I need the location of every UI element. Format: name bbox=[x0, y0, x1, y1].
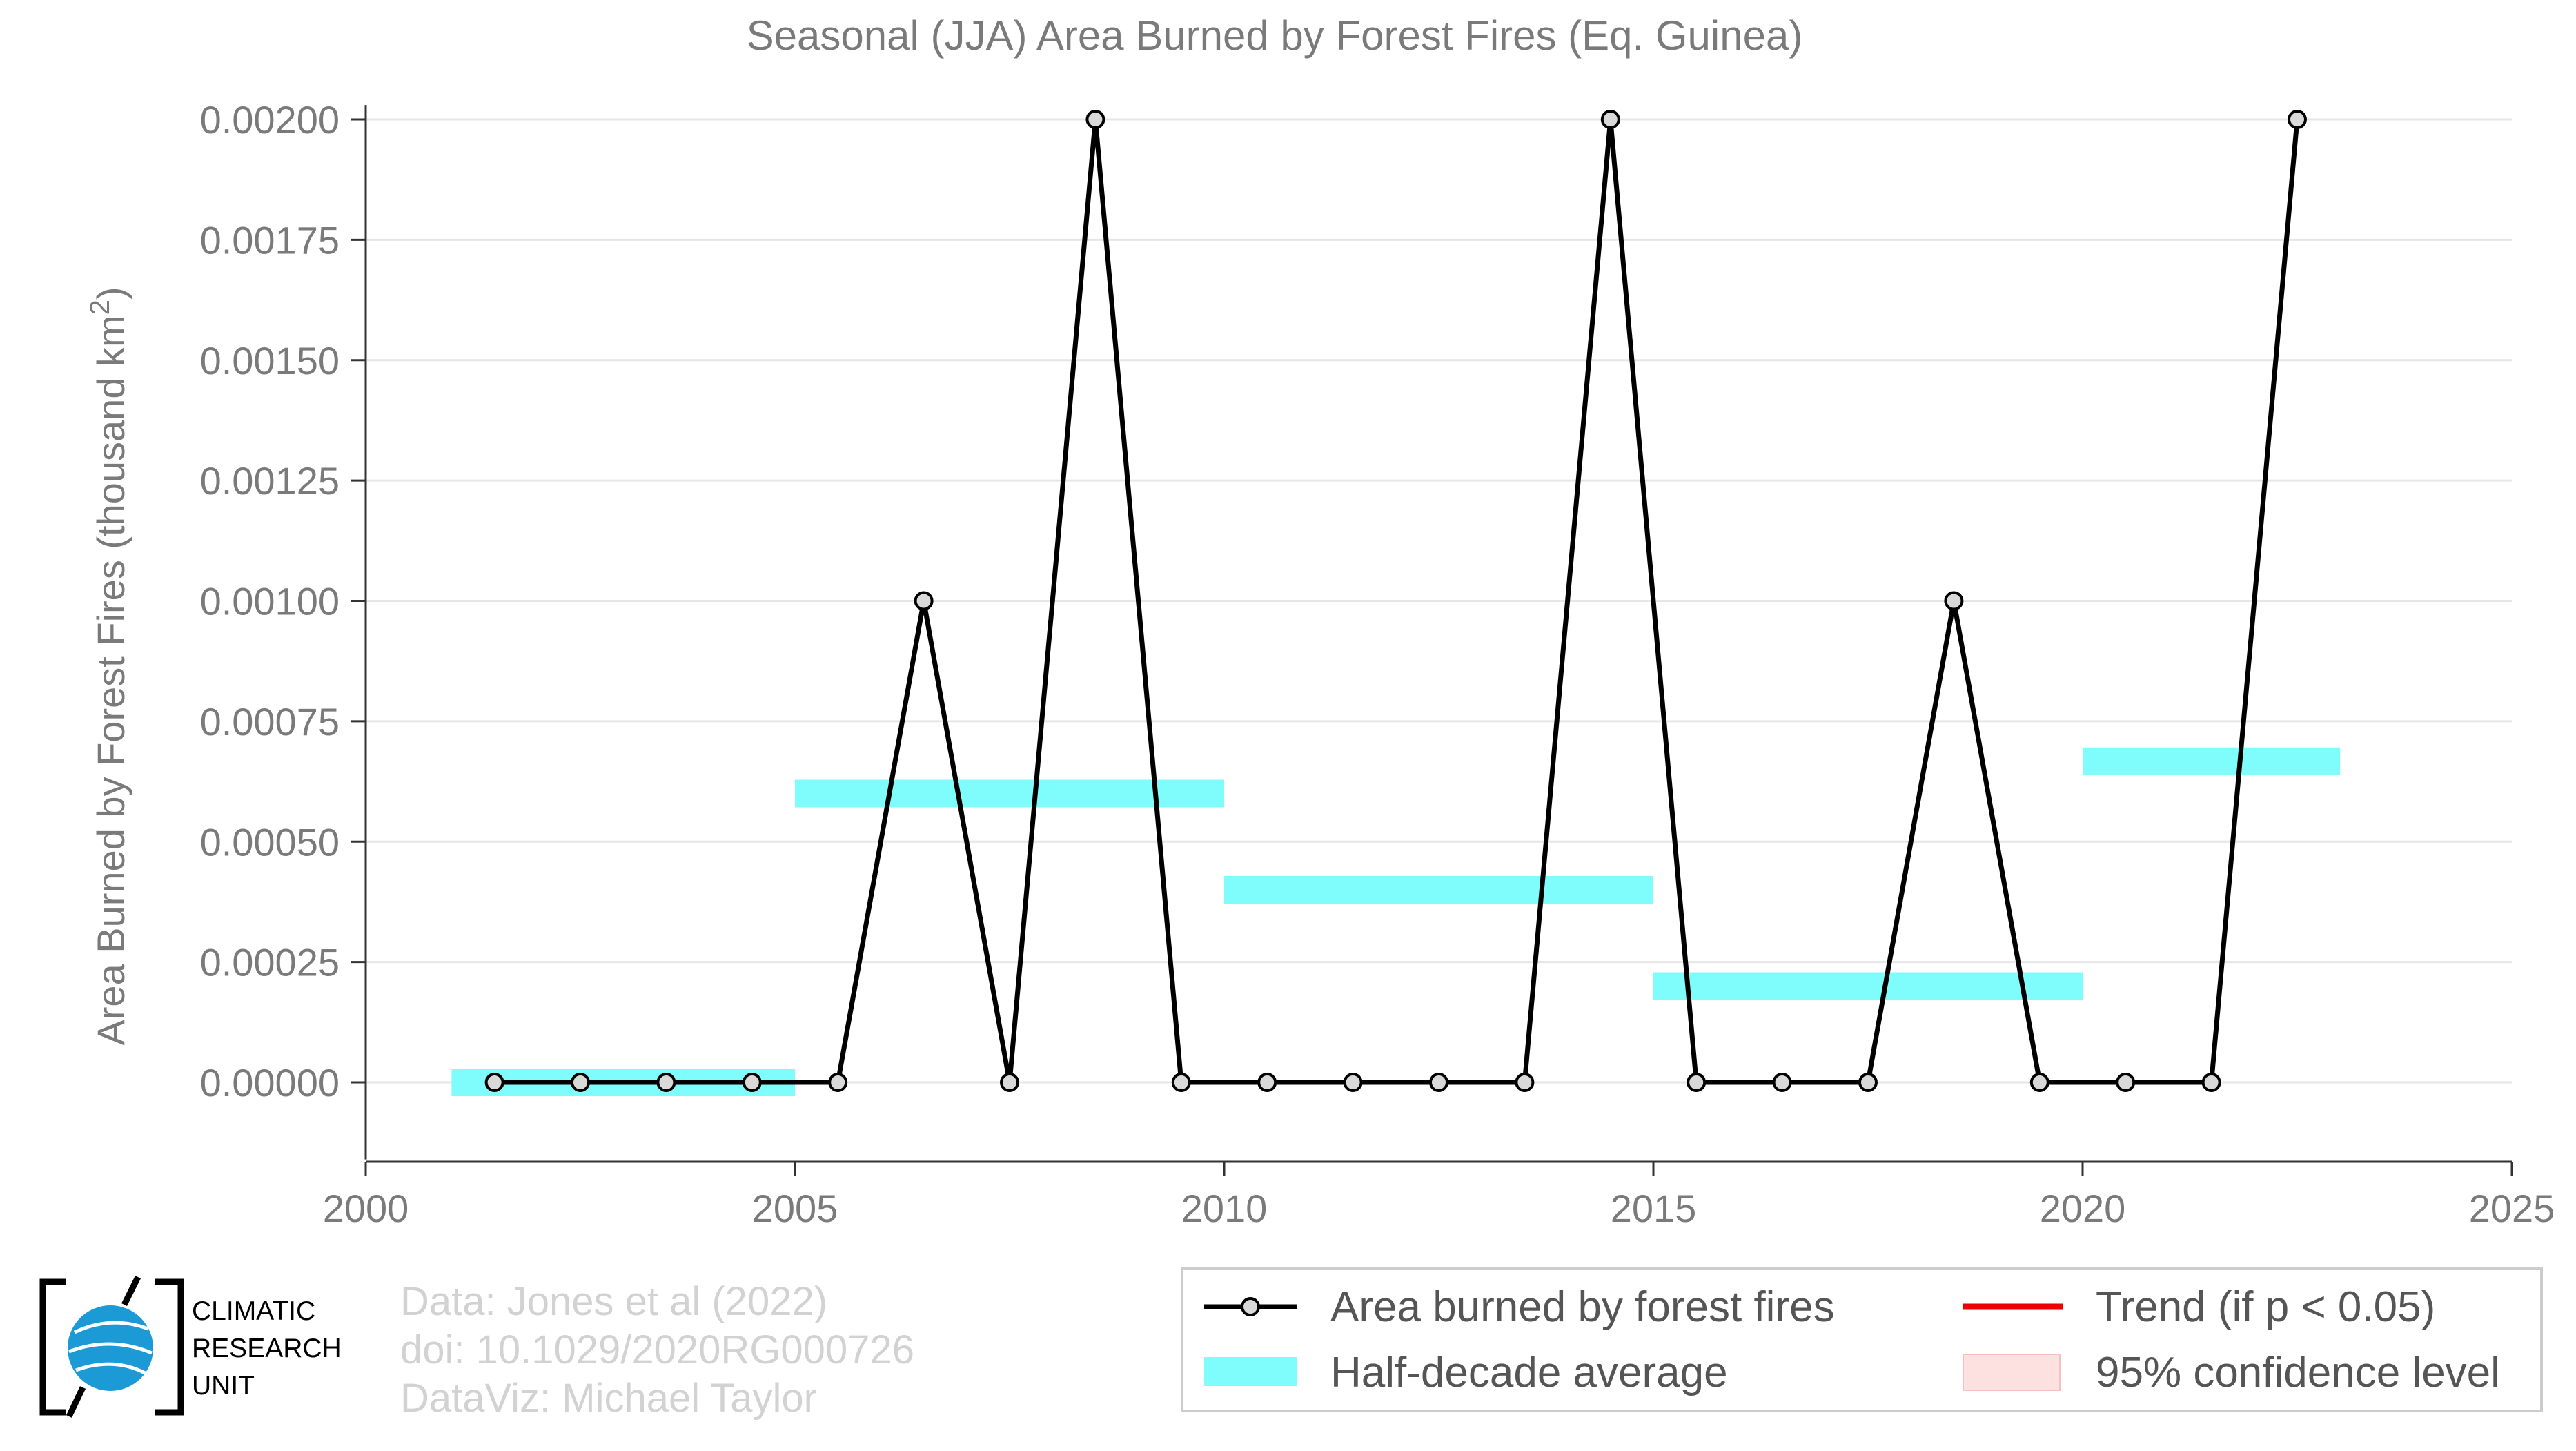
half-decade-average-bands bbox=[451, 747, 2341, 1096]
data-point-9 bbox=[1257, 1073, 1277, 1092]
logo-bracket-right bbox=[155, 1278, 184, 1416]
legend-label-half-decade: Half-decade average bbox=[1330, 1349, 1728, 1396]
y-tick-label-2: 0.00050 bbox=[200, 820, 340, 864]
y-tick-label-6: 0.00150 bbox=[200, 339, 340, 382]
data-point-16 bbox=[1858, 1073, 1878, 1092]
x-axis: 2000 2005 2010 2015 2020 2025 bbox=[323, 1160, 2555, 1230]
x-tick-label-1: 2005 bbox=[752, 1187, 838, 1230]
logo-text-line3: UNIT bbox=[192, 1371, 255, 1401]
logo-globe-swirl-3 bbox=[75, 1362, 148, 1376]
logo-slash-bottom bbox=[66, 1386, 86, 1418]
data-point-20 bbox=[2201, 1073, 2221, 1092]
data-point-13 bbox=[1600, 110, 1620, 129]
legend-box bbox=[1181, 1267, 2543, 1412]
grid-lines bbox=[366, 118, 2512, 1084]
logo-text-line2: RESEARCH bbox=[192, 1334, 342, 1363]
data-point-5 bbox=[914, 591, 934, 611]
series-area-burned bbox=[484, 110, 2307, 1092]
y-tick-label-7: 0.00175 bbox=[200, 218, 340, 262]
legend: Area burned by forest fires Trend (if p … bbox=[1181, 1267, 2543, 1412]
logo-bracket-left bbox=[39, 1278, 66, 1416]
data-point-4 bbox=[828, 1073, 848, 1092]
credit-data-source: Data: Jones et al (2022) bbox=[400, 1279, 827, 1324]
data-point-17 bbox=[1944, 591, 1964, 611]
data-point-11 bbox=[1429, 1073, 1448, 1092]
cru-logo: CLIMATIC RESEARCH UNIT bbox=[39, 1275, 342, 1418]
data-point-8 bbox=[1171, 1073, 1191, 1092]
y-tick-label-5: 0.00125 bbox=[200, 459, 340, 503]
credit-doi: doi: 10.1029/2020RG000726 bbox=[400, 1327, 914, 1372]
data-point-12 bbox=[1515, 1073, 1535, 1092]
data-point-10 bbox=[1343, 1073, 1363, 1092]
chart-title: Seasonal (JJA) Area Burned by Forest Fir… bbox=[747, 12, 1803, 59]
x-tick-label-2: 2010 bbox=[1181, 1187, 1268, 1230]
legend-label-area-burned: Area burned by forest fires bbox=[1330, 1283, 1835, 1331]
data-point-6 bbox=[1000, 1073, 1019, 1092]
y-axis-title-superscript: 2 bbox=[85, 300, 115, 315]
credit-dataviz: DataViz: Michael Taylor bbox=[400, 1376, 817, 1421]
y-tick-label-3: 0.00075 bbox=[200, 700, 340, 743]
x-tick-label-4: 2020 bbox=[2040, 1187, 2126, 1230]
logo-globe-swirl-1 bbox=[73, 1321, 149, 1334]
y-tick-label-1: 0.00025 bbox=[200, 941, 340, 984]
data-point-18 bbox=[2029, 1073, 2049, 1092]
data-point-15 bbox=[1772, 1073, 1792, 1092]
series-line-0 bbox=[494, 119, 2300, 1085]
data-point-14 bbox=[1687, 1073, 1707, 1092]
y-tick-label-4: 0.00100 bbox=[200, 580, 340, 623]
data-point-7 bbox=[1085, 110, 1105, 129]
y-axis: 0.00000 0.00025 0.00050 0.00075 0.00100 0.001… bbox=[200, 98, 367, 1160]
data-point-2 bbox=[656, 1073, 676, 1092]
y-tick-label-8: 0.00200 bbox=[200, 98, 340, 142]
half-decade-band-2 bbox=[1224, 876, 1653, 904]
half-decade-band-3 bbox=[1653, 972, 2083, 1000]
y-axis-title-close: ) bbox=[89, 286, 132, 300]
x-tick-label-5: 2025 bbox=[2469, 1187, 2555, 1230]
logo-text-line1: CLIMATIC bbox=[192, 1296, 315, 1326]
legend-key-confidence-fill bbox=[1963, 1354, 2061, 1391]
logo-slash-top bbox=[121, 1275, 141, 1307]
data-point-3 bbox=[742, 1073, 762, 1092]
y-axis-title-text: Area Burned by Forest Fires (thousand km bbox=[89, 315, 132, 1045]
y-tick-label-0: 0.00000 bbox=[200, 1061, 340, 1104]
legend-key-area-burned-marker bbox=[1241, 1297, 1260, 1316]
data-point-21 bbox=[2288, 110, 2307, 129]
half-decade-band-1 bbox=[795, 779, 1224, 808]
data-point-1 bbox=[571, 1073, 590, 1092]
data-point-19 bbox=[2116, 1073, 2136, 1092]
legend-key-half-decade-band bbox=[1204, 1357, 1297, 1386]
x-tick-label-0: 2000 bbox=[323, 1187, 409, 1230]
y-axis-title: Area Burned by Forest Fires (thousand km… bbox=[85, 286, 132, 1045]
logo-globe-swirl-2 bbox=[68, 1342, 153, 1355]
legend-label-confidence: 95% confidence level bbox=[2096, 1349, 2500, 1396]
half-decade-band-4 bbox=[2083, 747, 2341, 775]
legend-label-trend: Trend (if p < 0.05) bbox=[2096, 1283, 2435, 1331]
data-point-0 bbox=[484, 1073, 504, 1092]
x-tick-label-3: 2015 bbox=[1611, 1187, 1697, 1230]
